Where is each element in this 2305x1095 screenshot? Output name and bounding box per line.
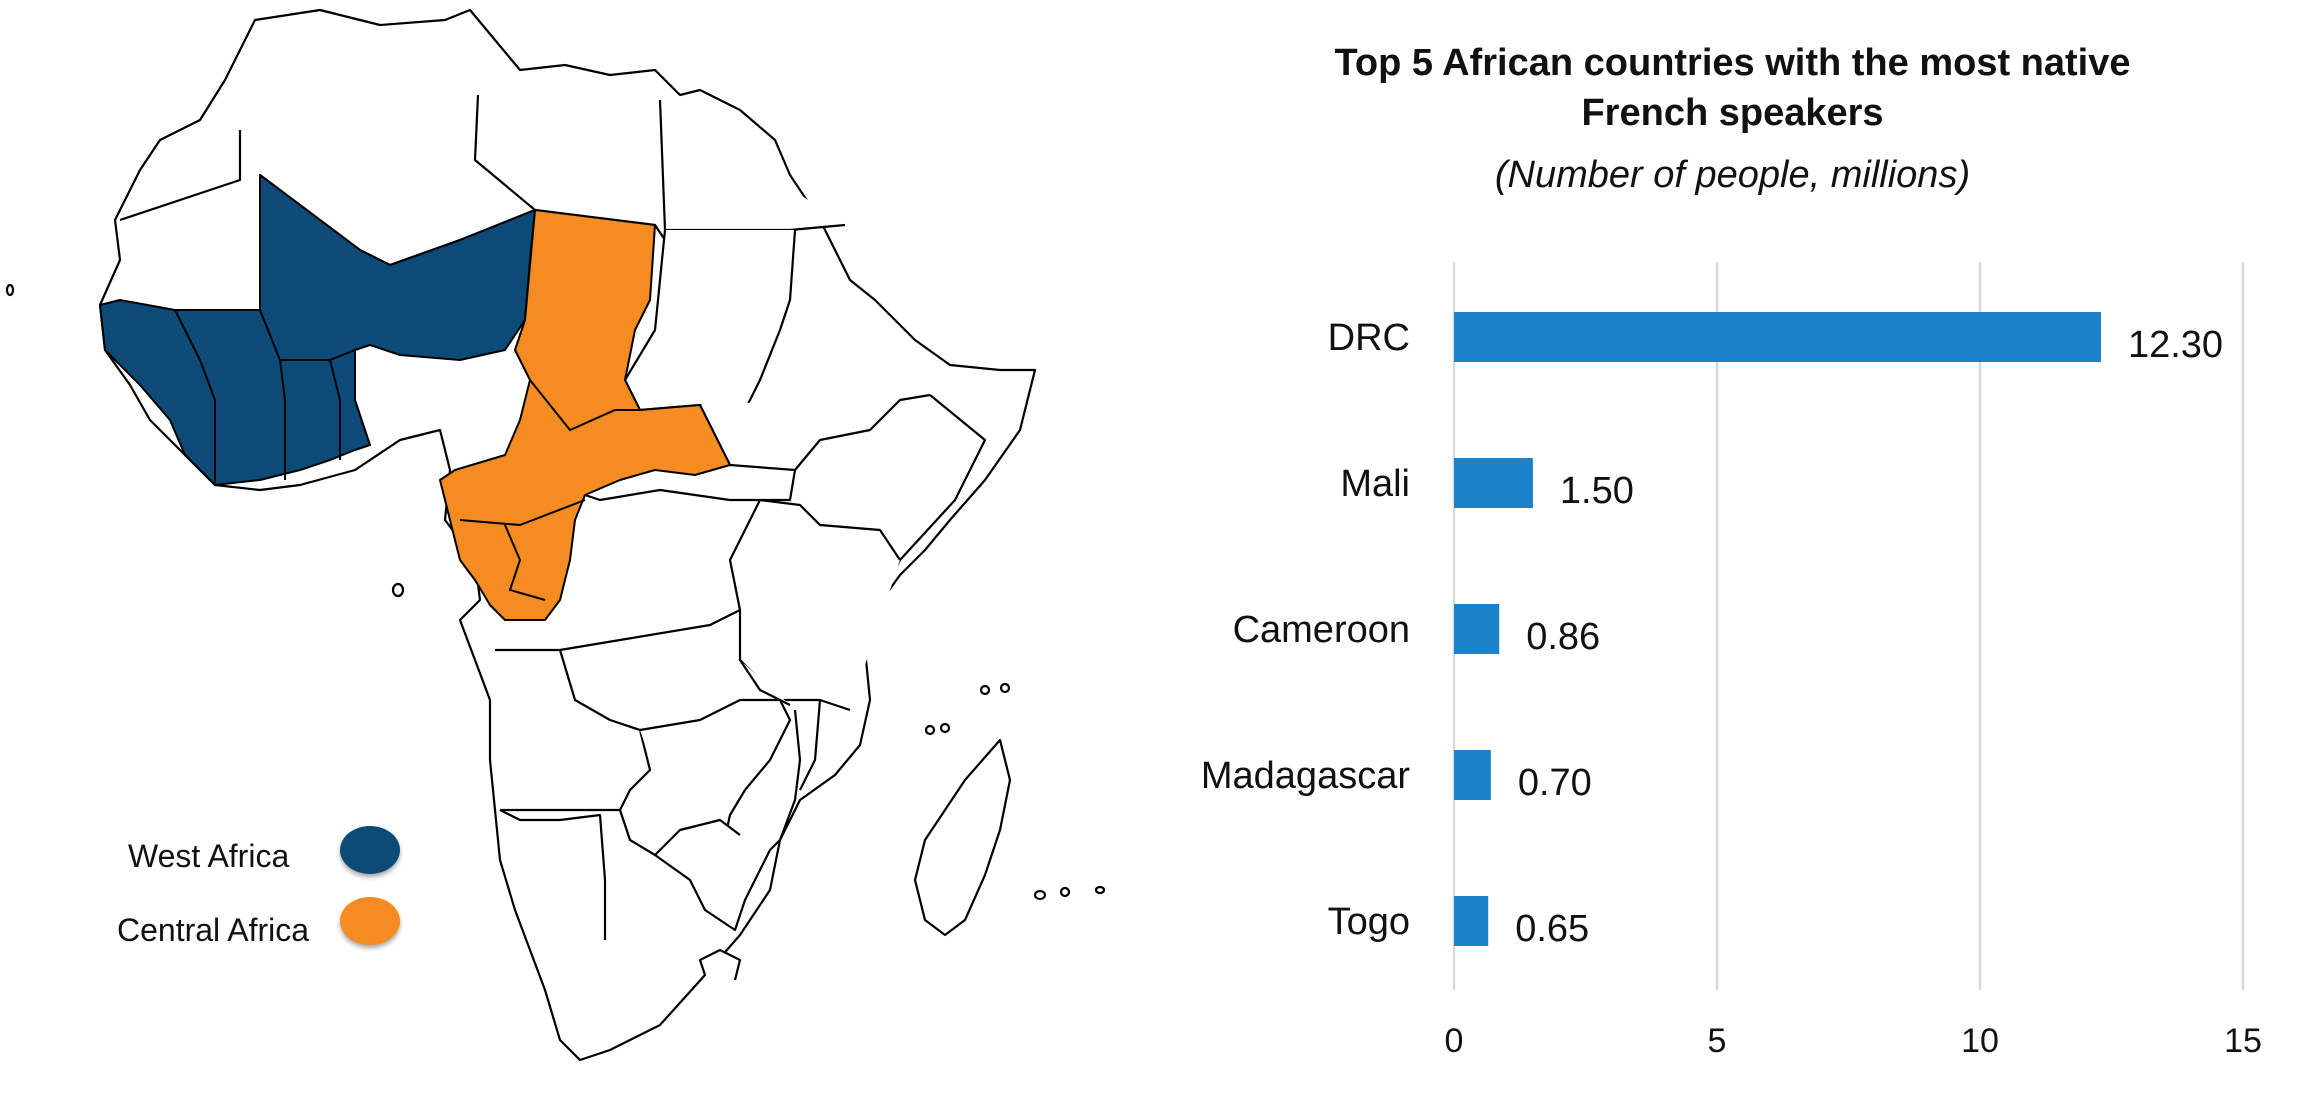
category-label: Togo — [1328, 901, 1410, 943]
data-label: 0.70 — [1518, 762, 1592, 804]
x-tick-label: 0 — [1445, 1022, 1464, 1060]
legend-label-central-africa: Central Africa — [117, 912, 310, 948]
legend-swatch-west-africa — [340, 826, 400, 874]
data-label: 12.30 — [2128, 324, 2223, 366]
chart-panel: Top 5 African countries with the most na… — [1160, 0, 2305, 1095]
data-label: 0.65 — [1515, 908, 1589, 950]
category-label: DRC — [1328, 317, 1410, 359]
data-label: 1.50 — [1560, 470, 1634, 512]
data-label: 0.86 — [1526, 616, 1600, 658]
bar-chart: 0 5 10 15 DRC 12.30 Mali 1.50 Cameroon 0.86 Madaga… — [1201, 262, 2262, 1060]
central-africa-region — [439, 209, 731, 621]
legend-swatch-central-africa — [340, 897, 400, 945]
legend-item-west-africa: West Africa — [128, 838, 289, 875]
africa-map-panel: West Africa Central Africa — [5, 8, 1106, 1062]
chart-subtitle: (Number of people, millions) — [1494, 154, 1971, 196]
legend-item-central-africa: Central Africa — [117, 912, 309, 949]
x-tick-label: 10 — [1961, 1022, 1999, 1060]
africa-map — [5, 8, 1106, 1062]
category-label: Madagascar — [1201, 755, 1410, 797]
chart-title-line-1: Top 5 African countries with the most na… — [1334, 42, 2131, 84]
x-tick-label: 5 — [1708, 1022, 1727, 1060]
legend-label-west-africa: West Africa — [128, 838, 290, 874]
chart-title: Top 5 African countries with the most na… — [1160, 38, 2305, 138]
bar-mali — [1454, 458, 1533, 508]
bar-togo — [1454, 896, 1489, 946]
madagascar-island — [913, 738, 1012, 937]
bar-cameroon — [1454, 604, 1500, 654]
category-label: Cameroon — [1233, 609, 1410, 651]
category-label: Mali — [1340, 463, 1410, 505]
x-tick-label: 15 — [2224, 1022, 2262, 1060]
bar-madagascar — [1454, 750, 1491, 800]
chart-title-line-2: French speakers — [1581, 92, 1884, 134]
bar-drc — [1454, 312, 2101, 362]
